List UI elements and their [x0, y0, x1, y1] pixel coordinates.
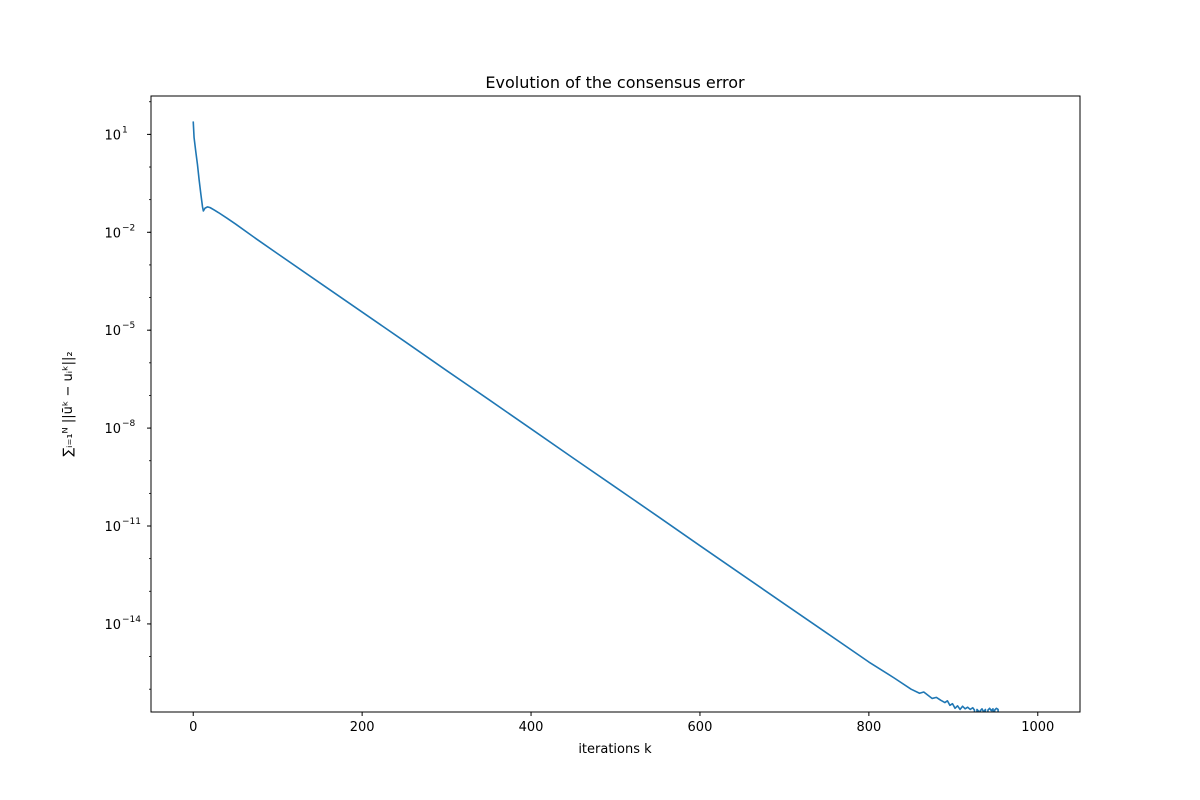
- plot-frame: [150, 95, 1081, 713]
- y-tick-label: 10: [104, 422, 121, 437]
- x-axis: 0 200 400 600 800 1000: [189, 712, 1054, 735]
- x-axis-title: iterations k: [578, 742, 652, 757]
- y-tick-exponent: −5: [122, 321, 135, 331]
- x-tick-label: 800: [856, 720, 881, 735]
- x-tick-label: 200: [350, 720, 375, 735]
- y-tick-label: 10: [104, 324, 121, 339]
- x-tick-label: 1000: [1021, 720, 1054, 735]
- y-tick-label: 10: [104, 128, 121, 143]
- y-tick-exponent: 1: [122, 125, 128, 135]
- y-tick-label: 10: [104, 618, 121, 633]
- x-tick-label: 400: [519, 720, 544, 735]
- x-tick-label: 0: [189, 720, 197, 735]
- plot-area: [151, 96, 1080, 712]
- y-axis-title: ∑ᵢ₌₁ᴺ ||ūᵏ − uᵢᵏ||₂: [61, 351, 76, 456]
- y-tick-label: 10: [104, 520, 121, 535]
- x-tick-label: 600: [688, 720, 713, 735]
- y-tick-exponent: −11: [122, 517, 141, 527]
- y-tick-exponent: −8: [122, 419, 136, 429]
- y-tick-exponent: −2: [122, 223, 135, 233]
- y-tick-exponent: −14: [122, 615, 141, 625]
- chart-title: Evolution of the consensus error: [485, 73, 745, 92]
- y-tick-label: 10: [104, 226, 121, 241]
